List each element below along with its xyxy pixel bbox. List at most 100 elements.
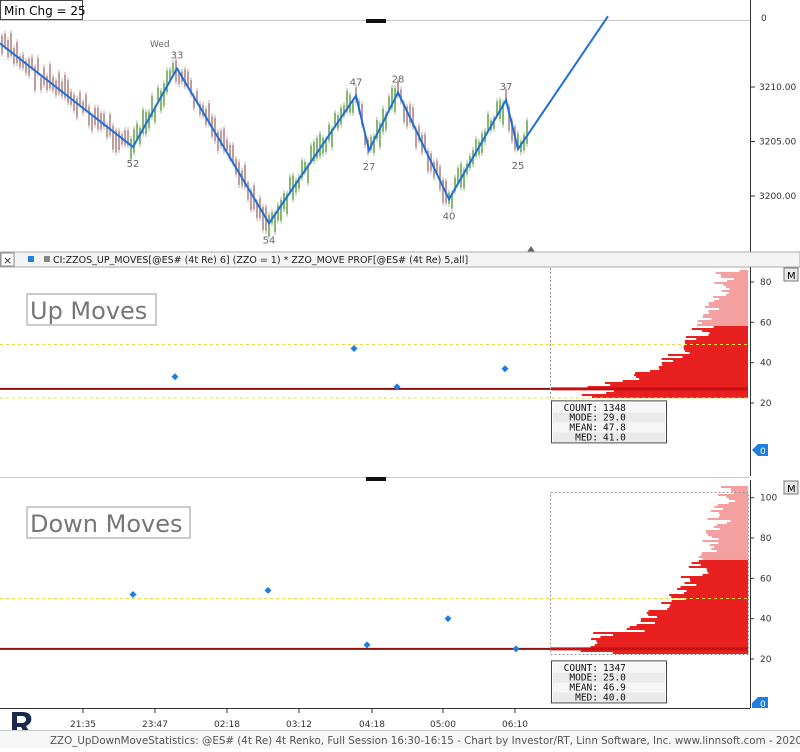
up-title: Up Moves: [30, 297, 147, 325]
renko-bar-body: [199, 103, 201, 116]
renko-bar-body: [475, 139, 477, 157]
renko-bar-body: [190, 80, 192, 95]
down-profile-bar: [680, 576, 748, 578]
down-profile-bar: [702, 540, 748, 542]
renko-bar-body: [424, 134, 426, 150]
renko-bar-body: [346, 90, 348, 112]
renko-bar-body: [172, 62, 174, 74]
down-profile-bar: [636, 624, 748, 626]
down-profile-bar: [710, 510, 748, 512]
renko-bar-body: [307, 165, 309, 183]
down-profile-bar: [700, 564, 748, 566]
down-profile-bar: [597, 642, 748, 644]
time-tick-label: 04:18: [359, 720, 385, 730]
renko-bar-body: [226, 139, 228, 151]
down-profile-bar: [696, 584, 748, 586]
renko-bar-body: [160, 90, 162, 111]
renko-bar-body: [409, 104, 411, 123]
down-profile-bar: [706, 532, 748, 534]
renko-bar-body: [391, 87, 393, 108]
renko-bar-body: [319, 133, 321, 157]
renko-bar-body: [451, 193, 453, 209]
down-profile-bar: [711, 536, 748, 538]
down-title: Down Moves: [30, 510, 183, 538]
up-profile-bar: [661, 358, 748, 360]
up-profile-bar: [733, 278, 748, 280]
renko-bar-body: [151, 95, 153, 117]
up-moves-pane: Up Moves 80 60 40 20 M 0 COUNT: 1348 MODE: 29.…: [0, 267, 799, 476]
time-tick-label: 21:35: [70, 720, 96, 730]
up-profile-bar: [683, 348, 748, 350]
up-stat-value: 47.8: [603, 422, 626, 433]
price-tick-label: 3205.00: [759, 138, 796, 148]
down-m-button[interactable]: [783, 480, 799, 495]
legend-close-button[interactable]: [0, 252, 15, 267]
pane-splitter-handle-2[interactable]: [366, 477, 386, 481]
up-profile-bar: [650, 370, 748, 372]
up-profile-bar: [659, 368, 748, 370]
up-profile-bar: [739, 270, 748, 272]
renko-bar-body: [76, 98, 78, 118]
down-axis-ticks: 100 80 60 40 20: [750, 494, 777, 665]
renko-bar-body: [517, 133, 519, 148]
up-moves-points: [171, 345, 509, 391]
down-stat-value: 1347: [603, 663, 626, 674]
down-profile-bar: [591, 638, 748, 640]
down-profile-bar: [594, 644, 748, 646]
up-profile-bar: [685, 336, 748, 338]
up-profile-bar: [727, 280, 748, 282]
down-tick-label: 80: [760, 534, 772, 544]
up-profile-bar: [702, 316, 748, 318]
down-profile-bar: [670, 604, 748, 606]
down-point: [129, 590, 137, 598]
up-point: [350, 345, 358, 353]
down-stats-row-bg: [553, 692, 665, 703]
down-profile-bar: [719, 514, 748, 516]
down-profile-bar: [580, 650, 748, 652]
renko-bar-body: [322, 138, 324, 154]
down-profile-bar: [596, 640, 748, 642]
renko-bar-body: [19, 56, 21, 68]
renko-bar-body: [298, 176, 300, 189]
down-profile-bar: [600, 636, 748, 638]
renko-bar-body: [178, 71, 180, 85]
legend-text: CI:ZZOS_UP_MOVES[@ES# (4t Re) 6] (ZZO = …: [53, 255, 468, 266]
down-profile-bar: [709, 544, 748, 546]
up-profile-bar: [662, 364, 748, 366]
up-profile-bar: [721, 276, 748, 278]
renko-bar-body: [373, 135, 375, 153]
renko-bar-body: [136, 123, 138, 139]
renko-bar-body: [142, 109, 144, 134]
footer-bg: [0, 730, 800, 748]
down-profile-bar: [698, 556, 748, 558]
up-profile-bar: [604, 382, 748, 384]
up-point: [501, 365, 509, 373]
renko-bar-body: [493, 117, 495, 129]
down-tick-label: 60: [760, 574, 772, 584]
renko-bar-body: [352, 101, 354, 114]
pane-splitter-handle[interactable]: [366, 19, 386, 23]
up-dashed-levels: [0, 344, 750, 399]
down-profile-bar: [718, 538, 748, 540]
time-axis-ticks: 21:35 23:47 02:18 03:12 04:18 05:00 06:10: [70, 708, 528, 730]
down-profile-bar: [613, 634, 748, 636]
down-profile-bar: [733, 492, 748, 494]
renko-bar-body: [37, 58, 39, 75]
pivot-label: 52: [127, 159, 140, 170]
up-stat-label: MED:: [575, 432, 598, 443]
up-profile-bar: [673, 360, 748, 362]
renko-bar-body: [127, 130, 129, 146]
up-m-button[interactable]: [783, 267, 799, 282]
price-pane: 52 33 54 47 27 28 40 37 25 Wed 3210.00 3205.00 320…: [0, 0, 796, 252]
down-stats-row-bg: [553, 662, 665, 673]
renko-bar-body: [106, 125, 108, 138]
down-point: [264, 586, 272, 594]
renko-bar-body: [34, 66, 36, 91]
up-tick-label: 80: [760, 278, 772, 288]
renko-bar-body: [73, 95, 75, 111]
time-tick-label: 05:00: [430, 720, 456, 730]
pivot-label: 25: [512, 161, 525, 172]
pivot-label: 54: [263, 235, 276, 246]
renko-bar-body: [523, 135, 525, 151]
up-stat-label: MODE:: [569, 413, 598, 424]
